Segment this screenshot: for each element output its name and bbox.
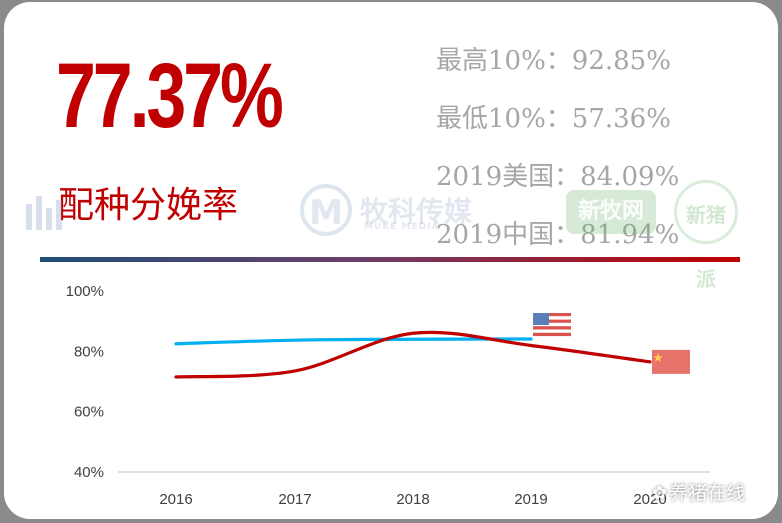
watermark-brand2: 新牧网 [566, 190, 656, 234]
x-tick-label: 2020 [633, 491, 666, 508]
x-tick-label: 2017 [278, 491, 311, 508]
watermark-brand1-sub: MUKE MEDIA [364, 222, 440, 232]
headline-value: 77.37% [56, 45, 284, 147]
usa-flag-icon [533, 312, 571, 337]
chart-card: 77.37% 配种分娩率 最高10%：92.85% 最低10%：57.36% 2… [4, 2, 778, 519]
credit-label: ✿ 养猪在线 [652, 478, 745, 505]
watermark-bars-icon [22, 190, 96, 230]
stat-top10: 最高10%：92.85% [436, 46, 671, 76]
x-tick-label: 2018 [396, 491, 429, 508]
china-flag-icon [652, 349, 690, 374]
y-tick-label: 60% [74, 404, 104, 421]
gradient-divider [40, 257, 740, 262]
x-tick-label: 2019 [514, 491, 547, 508]
series-line-usa [174, 337, 533, 346]
y-tick-label: 40% [74, 464, 104, 481]
watermark-brand3: 新猪派 [674, 180, 738, 291]
credit-text: 养猪在线 [669, 482, 746, 504]
x-tick-label: 2016 [159, 491, 192, 508]
y-tick-label: 80% [74, 343, 104, 360]
metric-title: 配种分娩率 [58, 185, 239, 226]
watermark-brand1: 牧科传媒 [360, 195, 473, 228]
series-line-china [174, 330, 652, 379]
stat-china-2019: 2019中国：81.94% [436, 220, 680, 250]
stat-bottom10: 最低10%：57.36% [436, 104, 671, 134]
y-tick-label: 100% [66, 283, 104, 300]
stats-panel: 最高10%：92.85% 最低10%：57.36% 2019美国：84.09% … [436, 32, 679, 264]
wechat-icon: ✿ [652, 483, 668, 504]
stat-usa-2019: 2019美国：84.09% [436, 162, 680, 192]
watermark-logo-icon: M [300, 184, 352, 236]
